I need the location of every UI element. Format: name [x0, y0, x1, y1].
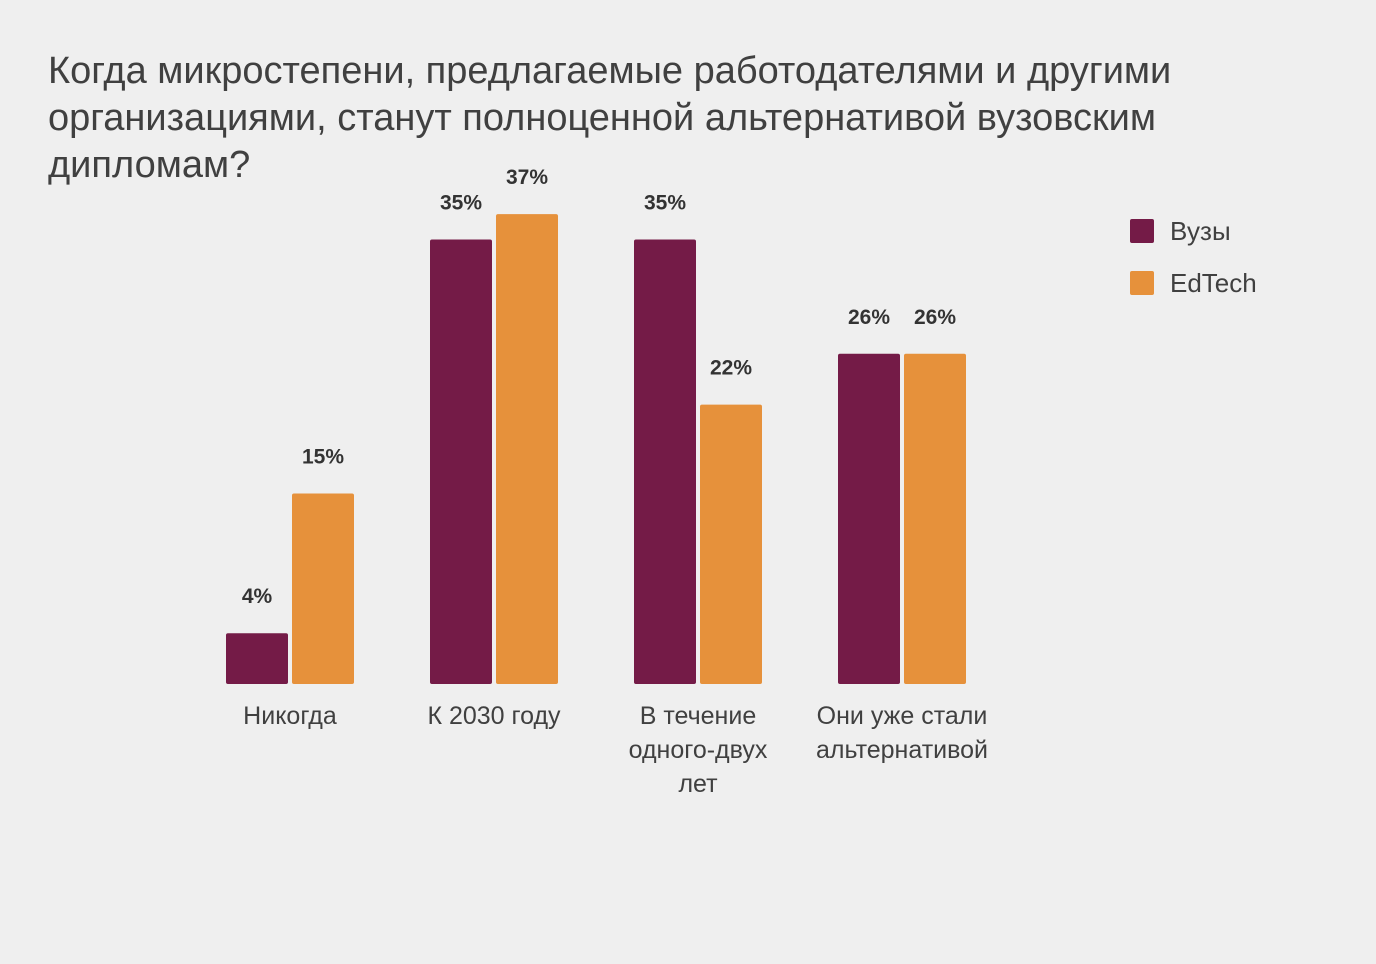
data-label-edtech-1: 37%	[506, 166, 548, 189]
data-label-edtech-2: 22%	[710, 357, 752, 380]
bar-vuzy-2	[634, 239, 696, 684]
legend-label-edtech: EdTech	[1170, 267, 1257, 298]
data-label-edtech-0: 15%	[302, 446, 344, 469]
bar-vuzy-3	[838, 353, 900, 684]
category-label-0: Никогда	[243, 702, 337, 730]
category-label-1: К 2030 году	[427, 702, 561, 730]
legend: Вузы EdTech	[1130, 213, 1257, 317]
category-label-3-line-1: альтернативой	[816, 736, 988, 764]
data-label-vuzy-2: 35%	[644, 192, 686, 215]
data-label-vuzy-1: 35%	[440, 192, 482, 215]
category-label-2-line-0: В течение	[640, 702, 756, 730]
data-label-edtech-3: 26%	[914, 306, 956, 329]
legend-item-vuzy: Вузы	[1130, 213, 1257, 249]
data-label-vuzy-3: 26%	[848, 306, 890, 329]
bar-edtech-0	[292, 493, 354, 684]
legend-item-edtech: EdTech	[1130, 265, 1257, 301]
category-label-3-line-0: Они уже стали	[817, 702, 988, 730]
category-label-2-line-2: лет	[678, 770, 718, 798]
bar-edtech-3	[904, 353, 966, 684]
legend-label-vuzy: Вузы	[1170, 215, 1231, 246]
bar-vuzy-0	[226, 633, 288, 684]
chart-title: Когда микростепени, предлагаемые работод…	[48, 50, 1172, 186]
bar-edtech-1	[496, 214, 558, 684]
legend-swatch-vuzy	[1130, 219, 1154, 243]
data-label-vuzy-0: 4%	[242, 585, 273, 608]
category-label-2-line-1: одного-двух	[629, 736, 768, 764]
bar-vuzy-1	[430, 239, 492, 684]
legend-swatch-edtech	[1130, 271, 1154, 295]
bar-edtech-2	[700, 404, 762, 684]
